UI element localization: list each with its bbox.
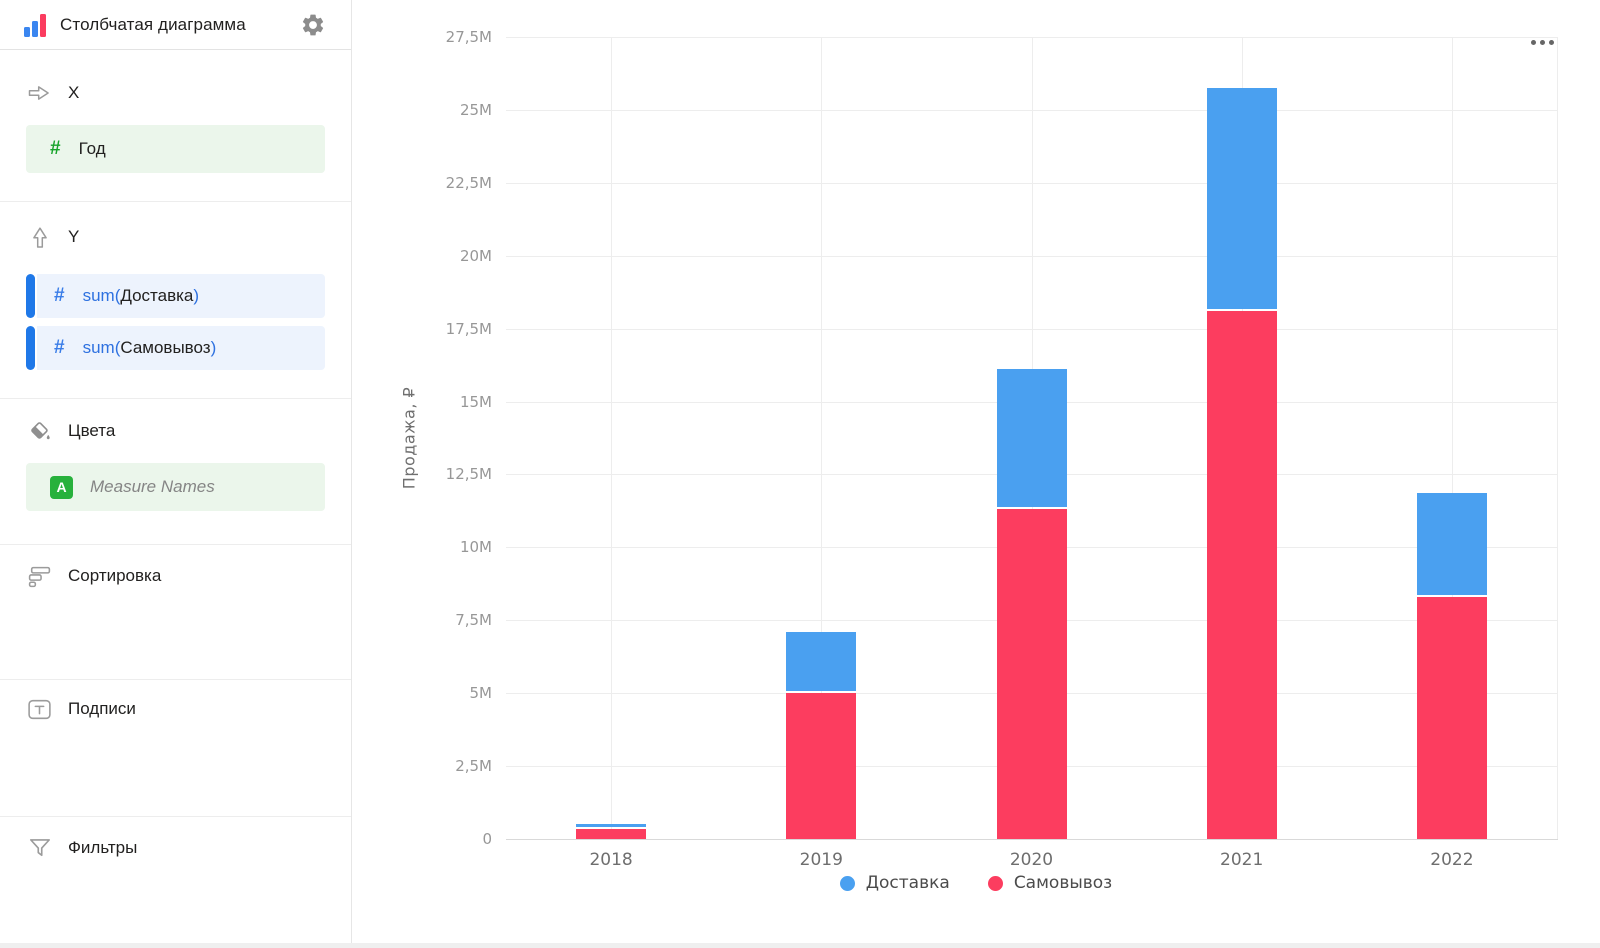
bar-segment-Самовывоз[interactable] [576,828,647,839]
y-tick-label: 17,5M [445,319,492,338]
chart-legend: Доставка Самовывоз [352,873,1600,893]
bar-segment-Самовывоз[interactable] [996,509,1067,839]
section-colors: Цвета A Measure Names [0,399,351,545]
section-y-axis: Y # sum(Доставка) # sum(Самовывоз) [0,202,351,399]
section-filters: Фильтры [0,817,351,948]
y-field-samovyvoz[interactable]: # sum(Самовывоз) [26,326,325,370]
chart-canvas: Продажа, ₽ 0 2,5M 5M 7,5M 10M 12,5M 15M 17,5M 20… [352,0,1600,948]
y-gridline [506,328,1557,330]
y-tick-label: 20M [459,246,492,265]
colors-field-measure-names[interactable]: A Measure Names [26,463,325,511]
colors-section-label: Цвета [68,421,116,440]
x-section-label: X [68,83,80,102]
x-field-label: Год [78,139,106,158]
bar-segment-Доставка[interactable] [1416,493,1487,595]
sorting-section-label: Сортировка [68,566,162,585]
y-gridline [506,255,1557,257]
y-field-label: Доставка [120,286,194,305]
bar-segment-Доставка[interactable] [786,631,857,692]
legend-label: Самовывоз [1013,873,1113,893]
number-field-icon: # [54,337,65,358]
y-tick-label: 22,5M [445,173,492,192]
aggregation-prefix: sum( [82,338,121,357]
y-field-dostavka[interactable]: # sum(Доставка) [26,274,325,318]
x-tick-label: 2018 [589,850,633,870]
more-options-button[interactable] [1524,32,1560,52]
aggregation-prefix: sum( [82,286,121,305]
bar-chart-logo-icon [24,13,46,37]
chart-type-title: Столбчатая диаграмма [60,14,246,34]
x-tick-label: 2022 [1430,850,1474,870]
paint-bucket-icon [26,418,53,444]
drag-handle[interactable] [26,326,35,370]
filters-section-label: Фильтры [68,838,138,857]
x-gridline [1452,37,1453,839]
filter-funnel-icon [26,835,53,861]
legend-item-Доставка[interactable]: Доставка [839,873,950,893]
number-field-icon: # [50,138,61,159]
number-field-icon: # [54,285,65,306]
legend-dot [987,875,1003,891]
section-labels: Подписи [0,680,351,817]
y-tick-label: 5M [469,684,493,703]
legend-item-Самовывоз[interactable]: Самовывоз [987,873,1113,893]
legend-dot [839,875,855,891]
bar-segment-Самовывоз[interactable] [1416,596,1487,839]
bar-segment-Доставка[interactable] [996,369,1067,508]
bar-segment-Доставка[interactable] [1206,88,1277,310]
x-gridline [821,37,822,839]
y-section-label: Y [68,227,80,246]
settings-gear-icon[interactable] [299,11,327,39]
y-tick-label: 0 [482,830,492,848]
y-tick-label: 7,5M [455,611,492,630]
sort-bars-icon [26,563,53,589]
y-gridline [506,109,1557,111]
drag-handle[interactable] [26,274,35,318]
arrow-up-icon [26,224,53,250]
colors-field-label: Measure Names [90,477,215,496]
y-tick-label: 12,5M [445,465,492,484]
legend-label: Доставка [865,873,950,893]
arrow-right-icon [26,80,53,106]
aggregation-suffix: ) [210,338,217,357]
config-sidebar: Столбчатая диаграмма X # Год [0,0,352,948]
sidebar-header: Столбчатая диаграмма [0,0,351,50]
section-x-axis: X # Год [0,50,351,202]
y-tick-label: 27,5M [445,28,492,46]
text-label-icon [26,696,53,722]
x-field-god[interactable]: # Год [26,125,325,173]
x-tick-label: 2021 [1220,850,1264,870]
page-bottom-edge [0,943,1600,948]
y-tick-label: 25M [459,100,492,119]
section-sorting: Сортировка [0,545,351,680]
y-field-label: Самовывоз [120,338,211,357]
plot-right-border [1557,37,1558,839]
y-gridline [506,37,1557,38]
bar-segment-Самовывоз[interactable] [786,693,857,839]
labels-section-label: Подписи [68,699,136,718]
x-tick-label: 2020 [1009,850,1054,870]
x-tick-label: 2019 [799,850,843,870]
bar-segment-Доставка[interactable] [576,824,647,827]
y-tick-label: 2,5M [455,757,492,776]
attribute-field-icon: A [50,475,73,499]
aggregation-suffix: ) [193,286,200,305]
x-gridline [611,37,612,839]
y-tick-label: 10M [459,538,492,557]
y-tick-label: 15M [459,392,492,411]
bar-segment-Самовывоз[interactable] [1206,311,1277,839]
y-gridline [506,182,1557,184]
x-axis-line [506,839,1558,840]
